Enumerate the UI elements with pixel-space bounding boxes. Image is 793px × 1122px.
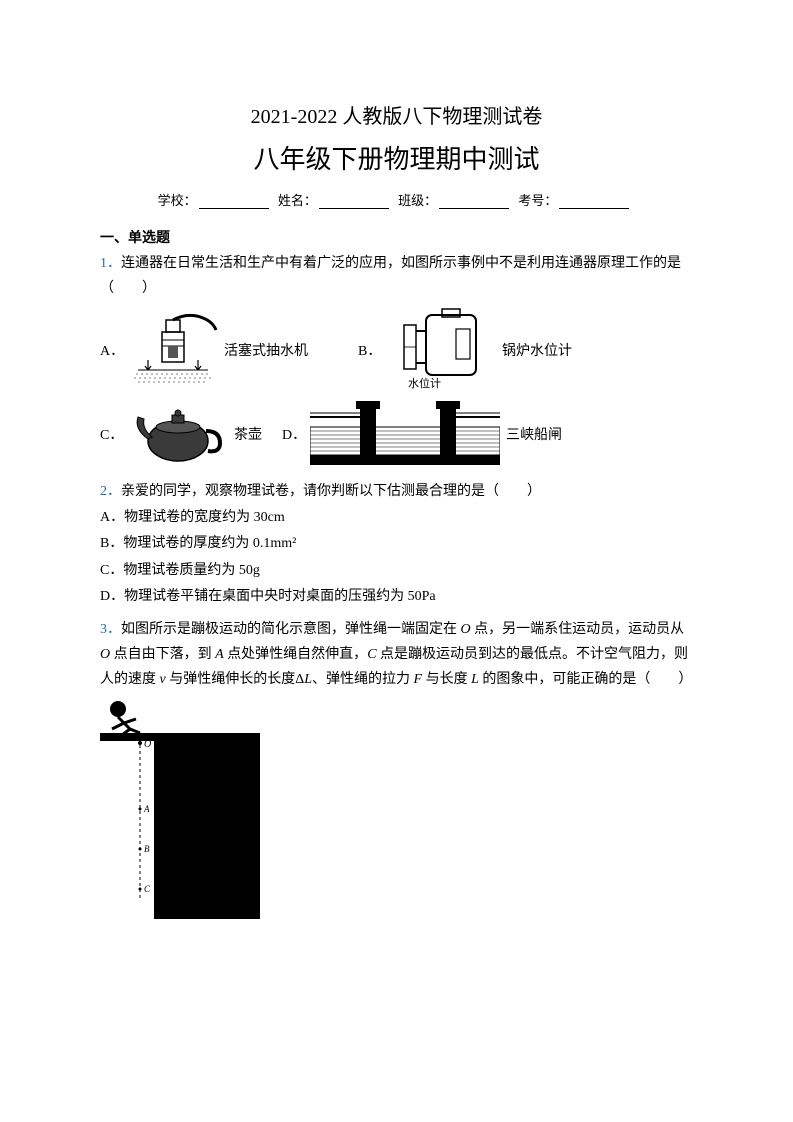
q2-num: 2． — [100, 484, 121, 499]
q1-optA-label: A． — [100, 340, 128, 360]
gauge-label: 水位计 — [408, 376, 441, 390]
q3-t8: 与长度 — [422, 672, 471, 687]
label-name: 姓名： — [278, 193, 317, 208]
q2-body: 亲爱的同学，观察物理试卷，请你判断以下估测最合理的是（ ） — [121, 484, 541, 499]
q3-A: A — [215, 647, 224, 662]
section-heading: 一、单选题 — [100, 227, 693, 247]
bungee-icon: O A B C — [100, 699, 260, 919]
pump-icon — [128, 310, 218, 390]
blank-class[interactable] — [439, 195, 509, 209]
q2-optA: A．物理试卷的宽度约为 30cm — [100, 505, 693, 532]
q3-L2: L — [471, 672, 479, 687]
boiler-icon: 水位计 — [386, 307, 496, 393]
shiplock-icon — [310, 399, 500, 469]
q1-optD-diagram — [310, 399, 500, 469]
q1-row-cd: C． 茶壶 D． — [100, 399, 693, 469]
q1-num: 1． — [100, 256, 121, 271]
q3-O1: O — [461, 622, 471, 637]
q2-optC: C．物理试卷质量约为 50g — [100, 558, 693, 585]
q3-O2: O — [100, 647, 110, 662]
q1-optD-label: D． — [282, 424, 310, 444]
label-school: 学校： — [158, 193, 197, 208]
q3-t1: 如图所示是蹦极运动的简化示意图，弹性绳一端固定在 — [121, 622, 461, 637]
q1-optD-text: 三峡船闸 — [506, 424, 562, 444]
info-row: 学校： 姓名： 班级： 考号： — [100, 190, 693, 209]
q3-diagram: O A B C — [100, 699, 693, 919]
q3-t2: 点，另一端系住运动员，运动员从 — [471, 622, 685, 637]
q1-optB-text: 锅炉水位计 — [502, 340, 572, 360]
blank-name[interactable] — [319, 195, 389, 209]
svg-text:C: C — [144, 884, 151, 894]
page-title-2: 八年级下册物理期中测试 — [100, 139, 693, 176]
q3-L1: L — [304, 672, 312, 687]
q1-text: 1．连通器在日常生活和生产中有着广泛的应用，如图所示事例中不是利用连通器原理工作… — [100, 251, 693, 301]
q3-t3: 点自由下落，到 — [110, 647, 215, 662]
blank-school[interactable] — [199, 195, 269, 209]
q3-t4: 点处弹性绳自然伸直， — [224, 647, 368, 662]
q1-body: 连通器在日常生活和生产中有着广泛的应用，如图所示事例中不是利用连通器原理工作的是… — [100, 256, 681, 296]
q1-optB-label: B． — [358, 340, 386, 360]
q3-t7: 、弹性绳的拉力 — [312, 672, 414, 687]
label-examno: 考号： — [518, 193, 557, 208]
q1-optC-diagram — [128, 399, 228, 469]
q3-t6: 与弹性绳伸长的长度Δ — [166, 672, 305, 687]
q1-optA-diagram — [128, 310, 218, 390]
q3-C: C — [367, 647, 376, 662]
q2-text: 2．亲爱的同学，观察物理试卷，请你判断以下估测最合理的是（ ） — [100, 479, 693, 504]
q3-num: 3． — [100, 622, 121, 637]
q2-optB: B．物理试卷的厚度约为 0.1mm² — [100, 531, 693, 558]
label-class: 班级： — [398, 193, 437, 208]
blank-examno[interactable] — [559, 195, 629, 209]
q3-t9: 的图象中，可能正确的是（ ） — [479, 672, 693, 687]
q3-F: F — [414, 672, 423, 687]
q1-optC-label: C． — [100, 424, 128, 444]
q2-optD: D．物理试卷平铺在桌面中央时对桌面的压强约为 50Pa — [100, 584, 693, 611]
svg-text:B: B — [144, 844, 150, 854]
svg-text:O: O — [144, 739, 151, 750]
q1-optB-diagram: 水位计 — [386, 307, 496, 393]
svg-text:A: A — [143, 804, 150, 814]
teapot-icon — [128, 399, 228, 469]
q3-text: 3．如图所示是蹦极运动的简化示意图，弹性绳一端固定在 O 点，另一端系住运动员，… — [100, 617, 693, 693]
q1-optA-text: 活塞式抽水机 — [224, 340, 308, 360]
q2-options: A．物理试卷的宽度约为 30cm B．物理试卷的厚度约为 0.1mm² C．物理… — [100, 505, 693, 611]
page-title-1: 2021-2022 人教版八下物理测试卷 — [100, 100, 693, 129]
q1-optC-text: 茶壶 — [234, 424, 262, 444]
q1-row-ab: A． 活塞式抽水机 B． 水位计 锅炉水位计 — [100, 307, 693, 393]
